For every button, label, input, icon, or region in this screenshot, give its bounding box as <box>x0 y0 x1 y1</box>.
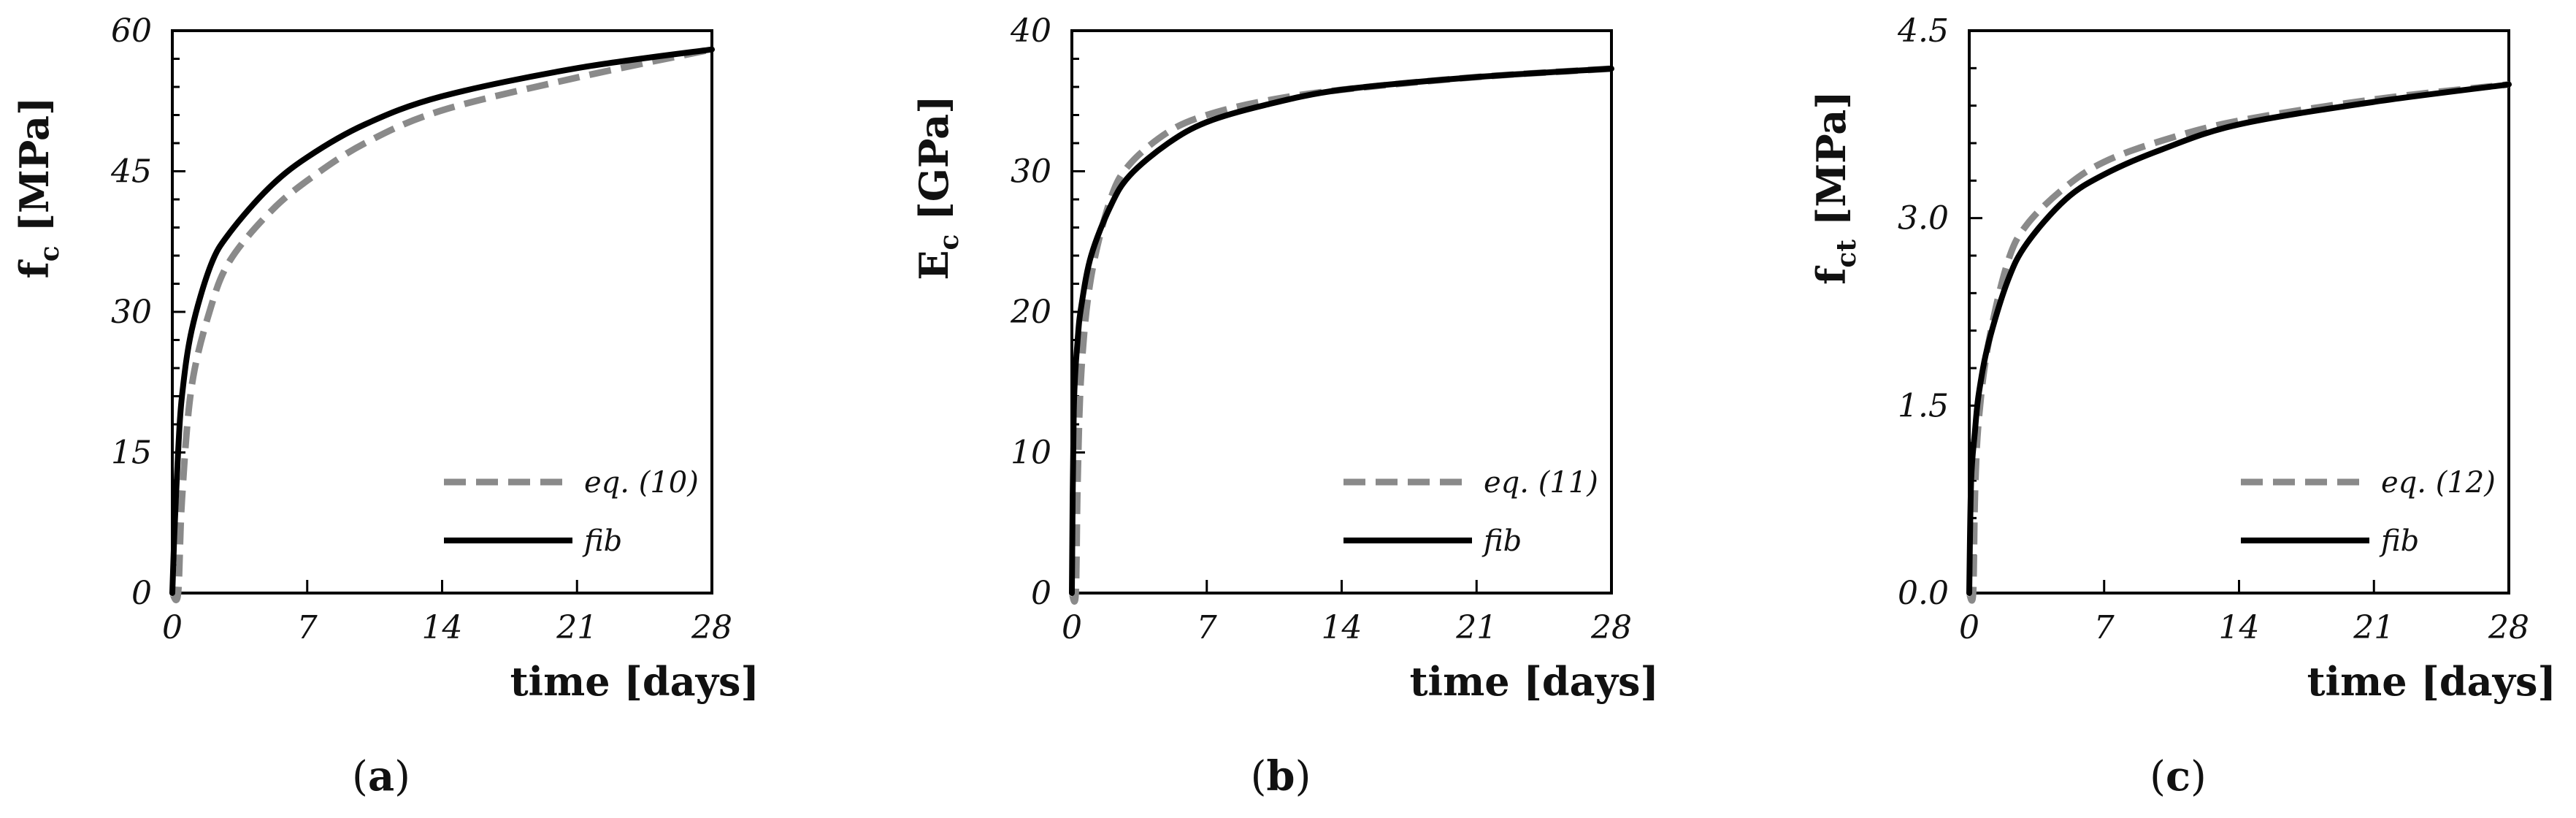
y-tick-label: 45 <box>110 153 152 191</box>
plot-frame <box>171 29 713 595</box>
y-tick-label: 0.0 <box>1898 575 1949 612</box>
plot-frame <box>1968 29 2510 595</box>
x-tick-label: 28 <box>2488 609 2529 646</box>
panel-label: (a) <box>352 752 410 800</box>
y-axis-title: Ec [GPa] <box>911 95 965 280</box>
y-tick-label: 20 <box>1010 294 1051 331</box>
x-tick-label: 14 <box>1322 609 1362 646</box>
series-line-fib <box>1966 81 2512 596</box>
y-tick-label: 40 <box>1010 12 1051 50</box>
x-tick-label: 7 <box>1197 609 1217 646</box>
legend-label: fib <box>582 524 622 558</box>
x-tick-label: 21 <box>556 609 597 646</box>
legend-label: eq. (10) <box>584 466 699 500</box>
series-line-fib <box>1069 66 1614 596</box>
panel-label: (c) <box>2150 752 2207 800</box>
x-axis-title: time [days] <box>510 658 759 705</box>
legend-label: eq. (11) <box>1484 466 1598 500</box>
plot-frame <box>1070 29 1613 595</box>
y-axis-title: fc [MPa] <box>11 97 65 279</box>
y-tick-label: 0 <box>1031 575 1051 612</box>
series-line-eq <box>1966 81 2510 604</box>
x-tick-label: 7 <box>297 609 318 646</box>
x-axis-title: time [days] <box>2307 658 2556 705</box>
x-tick-label: 0 <box>1959 609 1979 646</box>
x-tick-label: 0 <box>162 609 183 646</box>
legend-label: eq. (12) <box>2381 466 2496 500</box>
y-tick-label: 1.5 <box>1898 387 1949 424</box>
x-tick-label: 14 <box>422 609 463 646</box>
chart-panel-b: 0 10 20 30 40 0 7 14 21 28 time [days] Ec [GPa] eq. … <box>911 12 1659 800</box>
y-tick-label: 3.0 <box>1898 200 1949 237</box>
x-tick-label: 14 <box>2219 609 2260 646</box>
y-tick-label: 0 <box>131 575 152 612</box>
chart-panel-c: 0.0 1.5 3.0 4.5 0 7 14 21 28 time [days] fct [MPa]… <box>1808 12 2556 800</box>
x-tick-label: 0 <box>1062 609 1082 646</box>
series-line-eq <box>169 46 713 603</box>
chart-panel-a: 0 15 30 45 60 0 7 14 21 28 time [days] fc [MPa] eq. … <box>11 12 759 800</box>
panel-label: (b) <box>1251 752 1311 800</box>
series-line-fib <box>169 46 715 596</box>
y-tick-label: 30 <box>111 294 152 331</box>
y-tick-label: 30 <box>1011 153 1051 191</box>
x-tick-label: 21 <box>1455 609 1497 646</box>
series-line-eq <box>1068 65 1612 605</box>
legend-label: fib <box>2379 524 2419 558</box>
y-tick-label: 15 <box>111 435 152 472</box>
y-tick-label: 10 <box>1011 435 1051 472</box>
x-axis-title: time [days] <box>1410 658 1659 705</box>
x-tick-label: 28 <box>691 609 732 646</box>
legend-label: fib <box>1481 524 1522 558</box>
y-tick-label: 60 <box>111 12 152 50</box>
y-tick-label: 4.5 <box>1897 12 1949 50</box>
y-axis-title: fct [MPa] <box>1808 91 1862 285</box>
x-tick-label: 21 <box>2353 609 2394 646</box>
x-tick-label: 7 <box>2094 609 2115 646</box>
x-tick-label: 28 <box>1590 609 1632 646</box>
